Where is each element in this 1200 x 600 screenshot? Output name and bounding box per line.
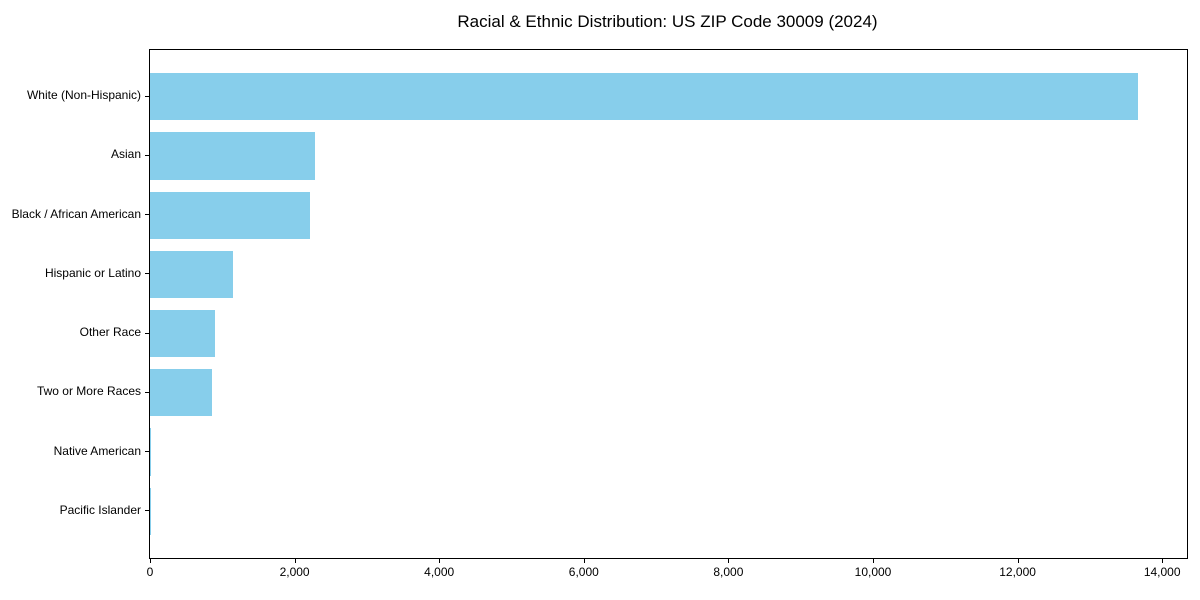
bar (150, 250, 234, 299)
bar (150, 309, 216, 358)
y-axis-label: Two or More Races (36, 384, 141, 399)
x-axis-tick (583, 559, 585, 563)
y-axis-tick (145, 214, 149, 216)
y-axis-tick (145, 391, 149, 393)
x-axis-tick-label: 4,000 (424, 565, 455, 579)
x-axis-tick (728, 559, 730, 563)
x-axis-tick (439, 559, 441, 563)
plot-area (149, 49, 1188, 559)
x-axis-tick-label: 0 (146, 565, 154, 579)
y-axis-tick (145, 154, 149, 156)
y-axis-label: Other Race (79, 325, 141, 340)
x-axis-tick (294, 559, 296, 563)
x-axis-tick-label: 8,000 (713, 565, 744, 579)
y-axis-label: Native American (53, 443, 141, 458)
x-axis-tick (1162, 559, 1164, 563)
y-axis-tick (145, 510, 149, 512)
y-axis-label: Black / African American (11, 206, 141, 221)
x-axis-tick (150, 559, 151, 563)
bar (150, 428, 152, 476)
x-axis-tick (873, 559, 874, 563)
bar (150, 132, 315, 180)
bar (150, 191, 311, 239)
x-axis-tick-label: 10,000 (854, 565, 892, 579)
x-axis-tick (1017, 559, 1019, 563)
chart-title: Racial & Ethnic Distribution: US ZIP Cod… (457, 12, 878, 31)
x-axis-tick-label: 6,000 (568, 565, 599, 579)
y-axis-tick (145, 273, 149, 275)
x-axis-tick-label: 12,000 (999, 565, 1036, 579)
bar (150, 369, 213, 417)
y-axis-tick (145, 451, 149, 453)
y-axis-label: White (Non-Hispanic) (26, 88, 141, 103)
y-axis-label: Hispanic or Latino (44, 265, 141, 280)
y-axis-label: Asian (110, 147, 141, 162)
x-axis-tick-label: 2,000 (279, 565, 310, 579)
x-axis-tick-label: 14,000 (1143, 565, 1181, 579)
y-axis-label: Pacific Islander (59, 502, 141, 517)
bar (150, 73, 1138, 121)
y-axis-tick (145, 95, 149, 97)
y-axis-tick (145, 332, 149, 334)
